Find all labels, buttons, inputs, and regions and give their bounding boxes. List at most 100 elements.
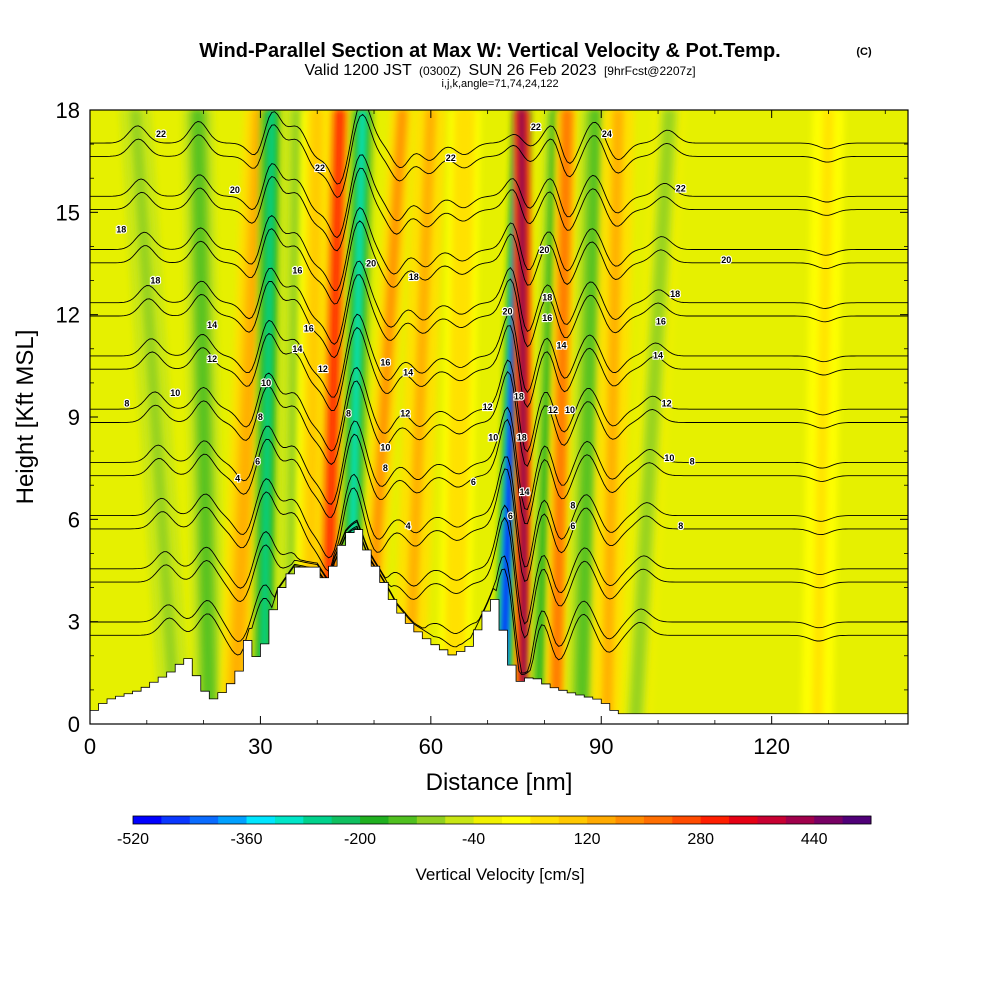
potential-temperature-contours — [90, 110, 908, 676]
subtitle-zulu: (0300Z) — [419, 64, 461, 78]
y-tick-label: 9 — [68, 405, 80, 430]
subtitle-fcst: [9hrFcst@2207z] — [604, 64, 696, 78]
vertical-velocity-field — [119, 110, 845, 714]
colorbar: -520 -360 -200 -40 120 280 440 — [117, 815, 872, 848]
contour-label: 10 — [565, 405, 575, 415]
colorbar-swatch — [672, 816, 702, 824]
theta-contour — [90, 418, 908, 525]
colorbar-swatch — [530, 816, 560, 824]
theta-contour — [90, 468, 908, 582]
chart-title-mark: (C) — [856, 46, 872, 58]
y-axis: 0 3 6 9 12 15 18 — [56, 98, 908, 737]
contour-label: 6 — [570, 521, 575, 531]
colorbar-swatch — [842, 816, 872, 824]
y-tick-label: 3 — [68, 610, 80, 635]
colorbar-swatch — [757, 816, 787, 824]
theta-contour — [90, 206, 908, 291]
colorbar-swatch — [643, 816, 673, 824]
theta-contour — [90, 110, 908, 185]
contour-label: 14 — [403, 368, 413, 378]
colorbar-swatch — [360, 816, 389, 824]
contour-label: 14 — [520, 487, 530, 497]
contour-label: 18 — [542, 293, 552, 303]
contour-label: 20 — [721, 255, 731, 265]
contour-label: 20 — [503, 306, 513, 316]
contour-label: 14 — [292, 344, 302, 354]
contour-label: 22 — [156, 129, 166, 139]
theta-contour — [90, 113, 908, 199]
contour-label: 16 — [380, 357, 390, 367]
subtitle-valid: Valid 1200 JST — [304, 62, 412, 79]
colorbar-swatch — [388, 816, 418, 824]
contour-label: 22 — [531, 122, 541, 132]
colorbar-swatch — [416, 816, 446, 824]
contour-label: 6 — [471, 477, 476, 487]
x-tick-label: 120 — [753, 734, 790, 759]
theta-contour — [90, 359, 908, 453]
w-band — [575, 110, 602, 714]
theta-contour — [90, 167, 908, 252]
w-band — [601, 110, 624, 714]
chart-subtitle-indices: i,j,k,angle=71,74,24,122 — [441, 78, 558, 90]
x-tick-label: 60 — [419, 734, 443, 759]
contour-label: 10 — [488, 432, 498, 442]
colorbar-swatch — [785, 816, 815, 824]
contour-label: 12 — [318, 364, 328, 374]
theta-contour — [90, 504, 908, 625]
contour-label: 6 — [508, 511, 513, 521]
colorbar-label: -40 — [462, 831, 485, 848]
colorbar-swatch — [331, 816, 361, 824]
theta-contour — [90, 220, 908, 305]
w-band — [229, 110, 266, 714]
chart-title: Wind-Parallel Section at Max W: Vertical… — [199, 40, 780, 62]
contour-label: 12 — [483, 402, 493, 412]
theta-contour — [90, 313, 908, 398]
colorbar-swatch — [161, 816, 191, 824]
terrain — [90, 529, 908, 724]
colorbar-swatch — [218, 816, 248, 824]
contour-label: 20 — [366, 259, 376, 269]
colorbar-swatch — [558, 816, 588, 824]
theta-contour — [90, 456, 908, 568]
contour-label: 8 — [570, 501, 575, 511]
x-tick-label: 90 — [589, 734, 613, 759]
contour-label: 12 — [662, 398, 672, 408]
contour-label: 16 — [292, 265, 302, 275]
theta-contour — [90, 325, 908, 412]
y-tick-label: 0 — [68, 712, 80, 737]
colorbar-label: 440 — [801, 831, 828, 848]
contour-label: 14 — [207, 320, 217, 330]
x-tick-label: 0 — [84, 734, 96, 759]
contour-label: 18 — [514, 392, 524, 402]
contour-label: 14 — [653, 351, 663, 361]
colorbar-swatch — [615, 816, 645, 824]
w-band — [811, 110, 834, 714]
theta-contour — [90, 525, 908, 674]
plot-area: 22 20 18 18 14 12 10 8 4 6 8 10 14 16 16 12 22 20 8 16 10 8 14… — [90, 110, 908, 724]
contour-label: 10 — [261, 378, 271, 388]
contour-label: 12 — [207, 354, 217, 364]
colorbar-swatch — [303, 816, 333, 824]
colorbar-swatch — [189, 816, 219, 824]
theta-contour — [90, 274, 908, 359]
y-tick-label: 18 — [56, 98, 80, 123]
contour-label: 22 — [315, 163, 325, 173]
colorbar-label: -200 — [344, 831, 376, 848]
w-band — [192, 110, 215, 714]
contour-label: 18 — [517, 432, 527, 442]
x-axis: 0 30 60 90 120 — [84, 110, 886, 759]
contour-label: 12 — [400, 409, 410, 419]
contour-label: 8 — [690, 456, 695, 466]
theta-contour — [90, 516, 908, 639]
contour-label: 6 — [255, 456, 260, 466]
contour-label: 16 — [304, 323, 314, 333]
contour-label: 22 — [676, 183, 686, 193]
contour-label: 4 — [235, 473, 240, 483]
contour-labels: 22 20 18 18 14 12 10 8 4 6 8 10 14 16 16 12 22 20 8 16 10 8 14… — [115, 121, 732, 532]
y-tick-label: 15 — [56, 200, 80, 225]
contour-label: 8 — [124, 398, 129, 408]
contour-label: 8 — [258, 412, 263, 422]
theta-contour — [90, 154, 908, 239]
contour-label: 18 — [409, 272, 419, 282]
